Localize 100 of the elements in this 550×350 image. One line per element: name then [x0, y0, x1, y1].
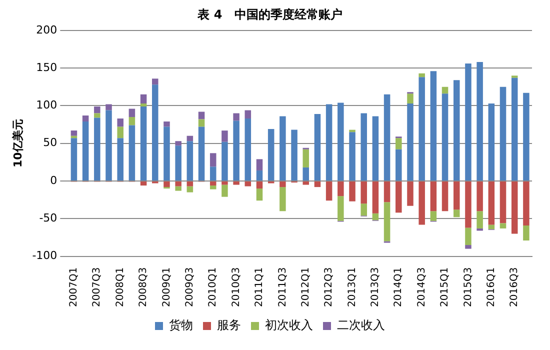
bar [465, 64, 472, 181]
bar [349, 182, 356, 202]
bar [210, 153, 216, 167]
y-tick-label: 150 [36, 60, 58, 74]
bar [384, 94, 390, 181]
x-tick-label: 2007Q3 [92, 267, 103, 308]
y-axis-title: 10亿美元 [11, 119, 24, 168]
bar [523, 225, 530, 241]
bar [407, 103, 414, 181]
bar [140, 103, 147, 106]
bar [222, 142, 228, 181]
bar [198, 112, 205, 120]
bar [210, 186, 216, 190]
bar [476, 62, 483, 181]
x-tick-label: 2010Q1 [208, 267, 219, 308]
x-tick-label: 2015Q3 [462, 267, 474, 308]
bar [314, 182, 321, 188]
x-tick-label: 2008Q1 [114, 267, 126, 308]
bar [442, 182, 448, 212]
bar [186, 136, 194, 142]
bar [82, 122, 89, 181]
bar [244, 118, 252, 181]
bar [164, 182, 170, 188]
x-tick-label: 2012Q3 [324, 267, 335, 308]
bar [198, 119, 205, 127]
x-tick-label: 2013Q1 [346, 267, 358, 308]
bar [396, 138, 402, 150]
bar [360, 113, 367, 181]
bar [396, 149, 402, 181]
bar [244, 182, 252, 186]
x-tick-label: 2014Q1 [393, 267, 404, 308]
bar [186, 182, 194, 186]
bar [500, 86, 506, 181]
x-tick-label: 2011Q1 [254, 267, 266, 308]
bar [210, 166, 216, 181]
bar [280, 182, 286, 188]
bar [175, 141, 182, 146]
x-tick-label: 2015Q1 [440, 267, 451, 308]
bar [511, 78, 518, 181]
bar [175, 182, 182, 186]
x-tick-label: 2013Q3 [370, 267, 382, 308]
bar [256, 170, 263, 181]
bar [175, 186, 182, 191]
bar [407, 182, 414, 206]
bar [465, 182, 472, 228]
bar [488, 182, 495, 225]
x-tick-label: 2014Q3 [416, 267, 428, 308]
bar [488, 103, 495, 181]
bar [372, 182, 379, 214]
bar [244, 110, 252, 119]
bar [396, 182, 402, 213]
bar [70, 130, 78, 136]
bar [465, 245, 472, 249]
legend-label: 货物 [169, 318, 193, 332]
x-tick-label: 2016Q3 [509, 267, 520, 308]
bar [186, 186, 194, 192]
x-tick-label: 2007Q1 [68, 267, 80, 308]
bar [360, 182, 367, 204]
bar [430, 211, 437, 221]
bar [164, 122, 170, 127]
bar [453, 182, 460, 210]
bar [233, 120, 240, 181]
y-tick-label: 200 [36, 23, 58, 36]
bar [523, 92, 530, 181]
bar [326, 182, 332, 201]
bar [476, 228, 483, 231]
bar [198, 126, 205, 181]
bar [338, 182, 344, 196]
bar [82, 115, 89, 122]
bar [256, 188, 263, 201]
bar [338, 196, 344, 221]
bar [500, 182, 506, 224]
bar [128, 117, 136, 126]
bar [442, 94, 448, 181]
bar [152, 78, 158, 85]
x-tick-label: 2008Q3 [138, 267, 150, 308]
bar [418, 77, 425, 181]
bar [302, 182, 310, 185]
bar [94, 106, 100, 114]
bar [128, 108, 136, 117]
bar [233, 182, 240, 185]
bar [280, 187, 286, 212]
bar [418, 182, 425, 225]
x-tick-label: 2009Q1 [161, 267, 172, 308]
x-tick-label: 2010Q3 [230, 267, 242, 308]
x-tick-label: 2012Q1 [300, 267, 312, 308]
bar [256, 182, 263, 189]
bar [70, 138, 78, 181]
y-tick-label: 0 [50, 174, 58, 187]
bar [128, 125, 136, 181]
bar [94, 118, 100, 181]
bar [175, 146, 182, 181]
bar [94, 113, 100, 118]
y-tick-label: 50 [43, 136, 58, 150]
bar [360, 204, 367, 216]
bar [338, 102, 344, 181]
bar [326, 104, 332, 181]
bar [140, 106, 147, 181]
x-tick-label: 2011Q3 [277, 267, 288, 308]
bar [106, 104, 112, 110]
